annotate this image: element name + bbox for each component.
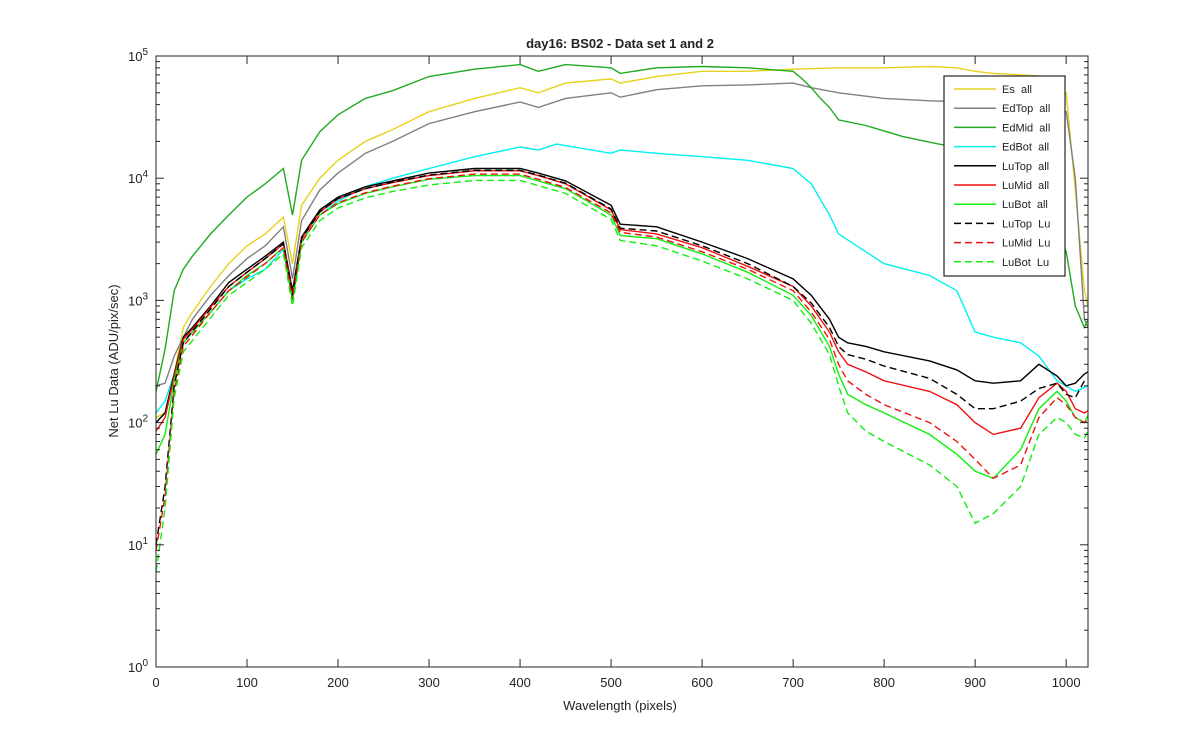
legend-label-3: EdBot all [1002,142,1049,154]
legend-label-2: EdMid all [1002,122,1050,134]
x-tick-label: 300 [418,675,440,690]
x-tick-label: 700 [782,675,804,690]
legend-label-6: LuBot all [1002,199,1048,211]
x-tick-label: 500 [600,675,622,690]
series-line-4 [155,167,1089,424]
y-tick-label: 105 [128,47,148,64]
y-tick-label: 101 [128,536,148,553]
axes [155,55,1089,668]
series-line-7 [155,169,1089,545]
legend-label-4: LuTop all [1002,161,1049,173]
x-tick-label: 100 [236,675,258,690]
series-lines [155,63,1089,572]
y-axis-label: Net Lu Data (ADU/pix/sec) [106,284,121,437]
legend: Es all EdTop all EdMid all EdBot all LuTop a… [943,75,1066,277]
x-tick-labels: 0 100 200 300 400 500 600 700 800 900 1000 [152,675,1080,690]
legend-label-7: LuTop Lu [1002,218,1050,230]
legend-label-0: Es all [1002,84,1032,96]
y-tick-label: 100 [128,658,148,675]
series-line-9 [155,179,1089,572]
series-line-3 [155,143,1089,414]
x-tick-label: 800 [873,675,895,690]
legend-label-8: LuMid Lu [1002,238,1050,250]
y-tick-label: 103 [128,291,148,308]
y-tick-label: 104 [128,169,148,186]
axes-box [155,55,1089,668]
legend-box [943,75,1066,277]
x-tick-label: 200 [327,675,349,690]
y-tick-labels: 100 101 102 103 104 105 [128,47,148,675]
chart-title: day16: BS02 - Data set 1 and 2 [526,36,714,51]
series-line-0 [155,65,1089,419]
x-tick-label: 600 [691,675,713,690]
legend-label-5: LuMid all [1002,180,1049,192]
y-tick-label: 102 [128,414,148,431]
series-line-6 [155,174,1089,480]
legend-label-9: LuBot Lu [1002,257,1049,269]
x-tick-label: 0 [152,675,159,690]
x-axis-label: Wavelength (pixels) [563,698,677,713]
x-tick-label: 1000 [1052,675,1081,690]
x-tick-label: 400 [509,675,531,690]
legend-label-1: EdTop all [1002,103,1050,115]
x-tick-label: 900 [964,675,986,690]
